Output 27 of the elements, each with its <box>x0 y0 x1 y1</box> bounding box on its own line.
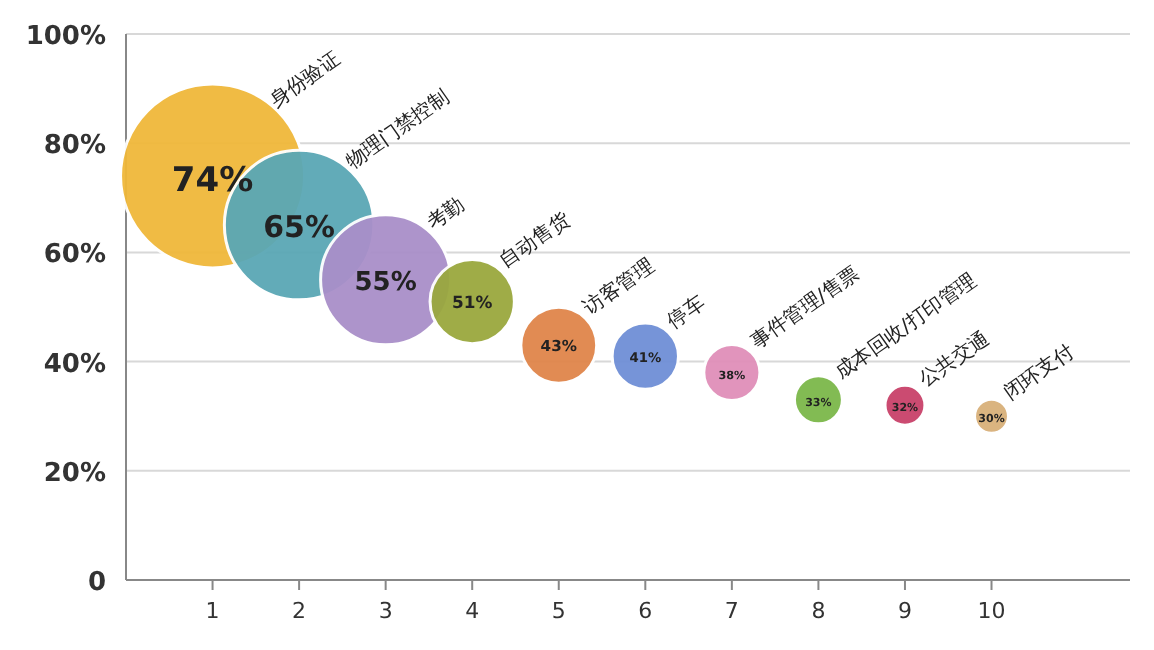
x-tick-label: 10 <box>977 598 1006 624</box>
data-label: 55% <box>354 268 417 299</box>
data-label: 65% <box>263 209 335 246</box>
x-tick-label: 7 <box>724 598 739 624</box>
x-tick-label: 9 <box>897 598 912 624</box>
y-tick-label: 100% <box>25 22 106 52</box>
annotation: 物理门禁控制 <box>341 85 454 174</box>
y-tick-label: 20% <box>43 458 106 489</box>
x-tick-label: 8 <box>811 598 826 624</box>
annotation: 闭环支付 <box>999 339 1079 406</box>
data-label: 51% <box>452 292 494 313</box>
x-tick-label: 1 <box>205 598 220 624</box>
annotation: 考勤 <box>422 192 469 236</box>
y-tick-label: 0 <box>87 568 106 598</box>
x-tick-label: 5 <box>551 598 566 624</box>
x-tick-label: 3 <box>378 598 393 624</box>
annotation: 自动售货 <box>495 207 575 273</box>
annotation: 访客管理 <box>579 254 659 320</box>
annotation: 停车 <box>662 291 710 334</box>
y-tick-label: 40% <box>43 349 106 380</box>
x-tick-label: 6 <box>638 598 653 624</box>
x-tick-label: 4 <box>465 598 480 624</box>
y-tick-label: 60% <box>43 240 106 271</box>
annotation: 公共交通 <box>914 326 994 393</box>
y-tick-label: 80% <box>43 131 106 162</box>
x-tick-label: 2 <box>292 598 307 624</box>
annotation: 身份验证 <box>265 46 345 113</box>
